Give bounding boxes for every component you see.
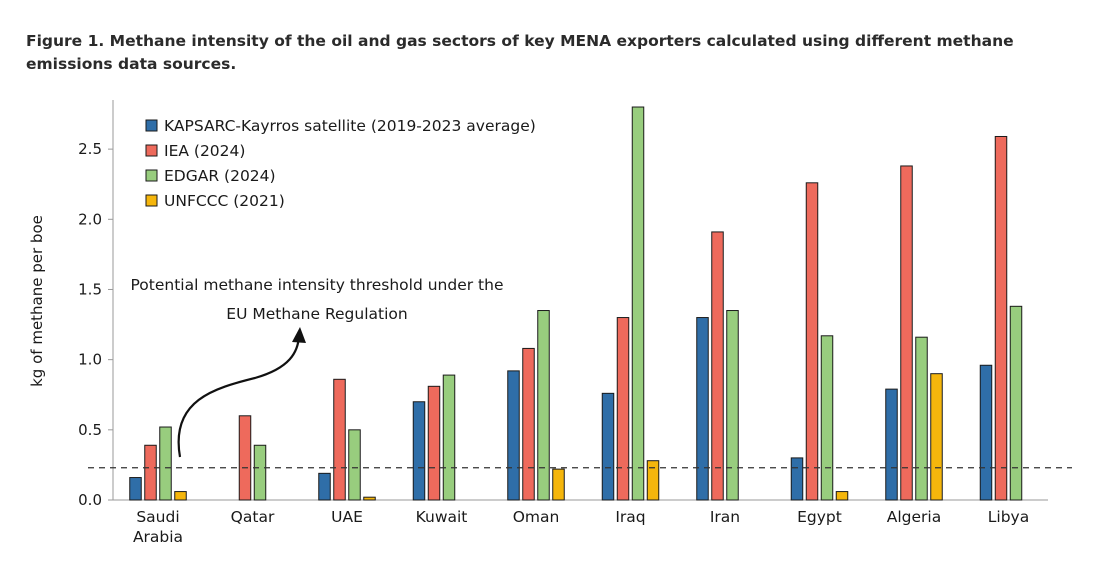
bar-1-1	[238, 415, 252, 501]
bar-1-6	[711, 231, 724, 501]
x-tick-label: Iraq	[615, 508, 645, 526]
legend-label-1: IEA (2024)	[164, 142, 245, 160]
bar-2-5	[631, 106, 645, 501]
bar-0-0	[129, 477, 142, 501]
bar-0-3	[412, 401, 426, 501]
bar-1-4	[522, 347, 535, 501]
x-tick-label: Iran	[710, 508, 740, 526]
x-tick-label: Oman	[513, 508, 560, 526]
bar-0-5	[601, 392, 615, 501]
x-tick-label: Libya	[988, 508, 1029, 526]
legend-label-2: EDGAR (2024)	[164, 167, 276, 185]
bar-2-3	[442, 374, 456, 501]
threshold-label-line2: EU Methane Regulation	[226, 305, 407, 323]
bar-2-8	[915, 336, 928, 501]
legend-swatch-2	[145, 169, 158, 182]
bar-1-9	[994, 135, 1008, 501]
x-tick-label: Kuwait	[416, 508, 468, 526]
y-tick-label: 1.5	[78, 280, 102, 298]
y-tick-label: 1.0	[78, 351, 102, 369]
y-tick-label: 2.5	[78, 140, 102, 158]
x-tick-label: Egypt	[797, 508, 842, 526]
bar-2-2	[348, 429, 361, 501]
bar-1-7	[805, 182, 819, 501]
bar-3-0	[174, 491, 187, 501]
bar-2-4	[537, 310, 550, 501]
threshold-annotation-arrowhead	[292, 327, 306, 343]
x-tick-label: Algeria	[887, 508, 941, 526]
x-tick-label: Qatar	[231, 508, 275, 526]
bar-3-7	[835, 491, 849, 501]
bar-3-5	[646, 460, 660, 501]
bar-3-8	[930, 373, 943, 501]
legend-swatch-1	[145, 144, 158, 157]
bar-0-2	[318, 472, 331, 501]
legend-swatch-3	[145, 194, 158, 207]
bar-1-8	[900, 165, 913, 501]
figure-title: Figure 1. Methane intensity of the oil a…	[26, 32, 1014, 73]
bar-2-7	[820, 335, 834, 501]
bar-1-3	[427, 385, 441, 501]
legend-label-3: UNFCCC (2021)	[164, 192, 285, 210]
bar-0-8	[885, 388, 898, 501]
bar-3-4	[552, 468, 565, 501]
bar-1-0	[144, 444, 157, 501]
legend-label-0: KAPSARC-Kayrros satellite (2019-2023 ave…	[164, 117, 536, 135]
bar-0-7	[790, 457, 804, 501]
y-tick-label: 0.0	[78, 491, 102, 509]
y-tick-label: 0.5	[78, 421, 102, 439]
x-tick-label: Saudi Arabia	[133, 508, 183, 546]
bar-3-2	[363, 496, 376, 501]
bar-0-6	[696, 317, 709, 501]
bar-2-9	[1009, 305, 1023, 501]
x-tick-label: UAE	[331, 508, 363, 526]
bar-2-6	[726, 310, 739, 501]
y-axis-label: kg of methane per boe	[28, 215, 46, 387]
bar-2-1	[253, 444, 267, 501]
legend-swatch-0	[145, 119, 158, 132]
bar-1-5	[616, 317, 630, 501]
bar-2-0	[159, 426, 172, 501]
bar-1-2	[333, 378, 346, 501]
threshold-label-line1: Potential methane intensity threshold un…	[131, 276, 504, 294]
threshold-annotation-arrow	[177, 335, 301, 458]
bar-0-4	[507, 370, 520, 501]
y-tick-label: 2.0	[78, 210, 102, 228]
bar-0-9	[979, 364, 993, 501]
